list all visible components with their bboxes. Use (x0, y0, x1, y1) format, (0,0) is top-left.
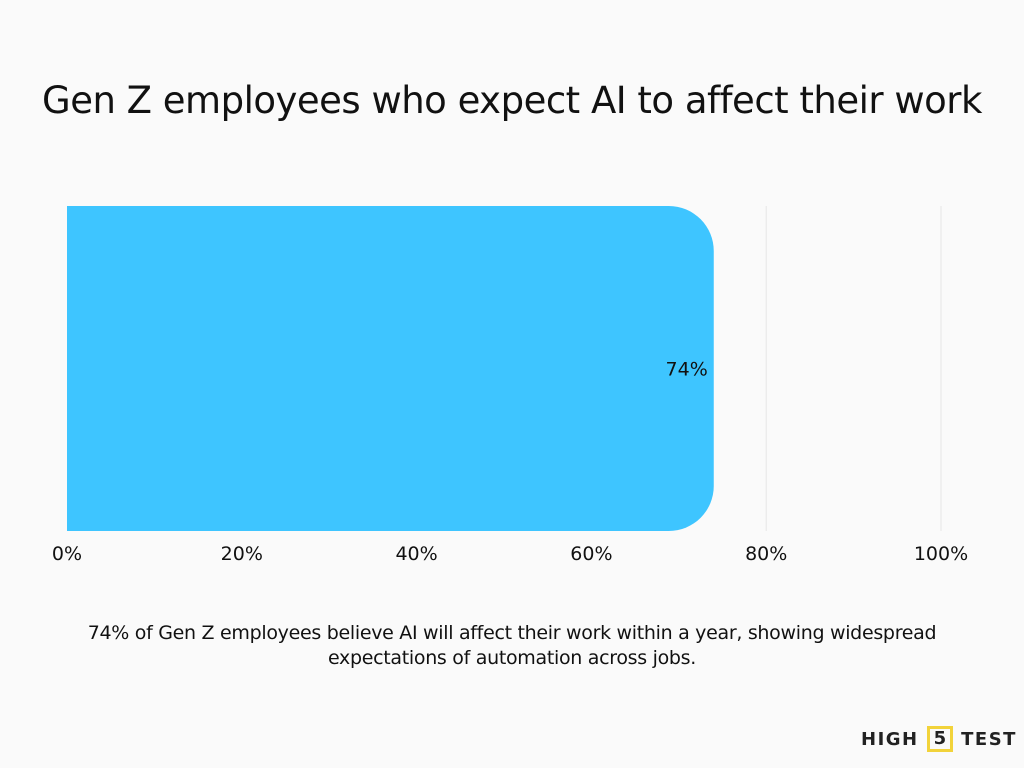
x-tick-label: 80% (745, 543, 787, 565)
bar (67, 206, 714, 531)
x-tick-label: 0% (52, 543, 82, 565)
bar-data-label: 74% (666, 359, 708, 381)
x-tick-label: 40% (395, 543, 437, 565)
x-axis-ticks: 0% 20% 40% 60% 80% 100% (52, 543, 968, 565)
logo-text-left: HIGH (861, 728, 919, 750)
x-tick-label: 60% (570, 543, 612, 565)
chart-title: Gen Z employees who expect AI to affect … (42, 79, 982, 122)
logo-text-right: TEST (961, 728, 1017, 750)
x-tick-label: 100% (914, 543, 968, 565)
bars: 74% (67, 206, 714, 531)
high5test-logo: HIGH 5 TEST (861, 726, 1017, 752)
logo-five: 5 (926, 726, 954, 752)
chart-caption: 74% of Gen Z employees believe AI will a… (87, 622, 937, 669)
x-tick-label: 20% (221, 543, 263, 565)
